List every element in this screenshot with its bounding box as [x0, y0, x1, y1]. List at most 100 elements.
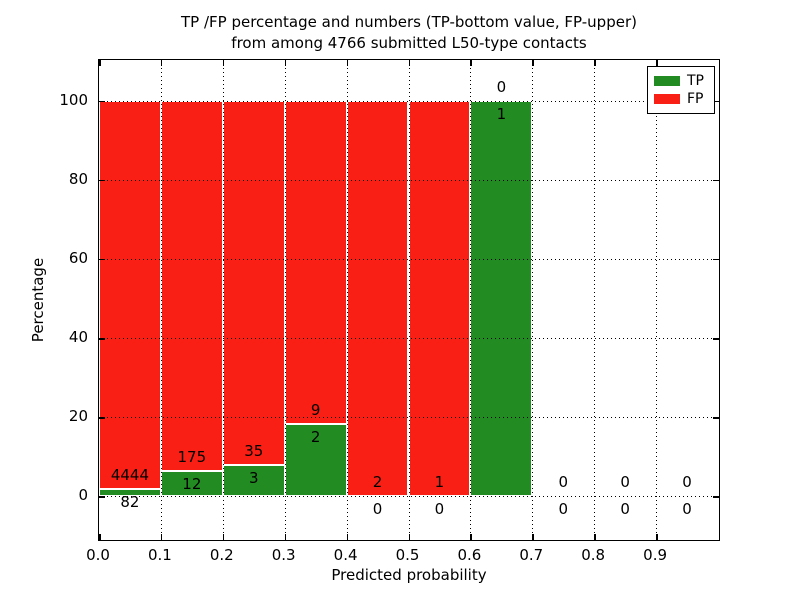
chart-title-line-1: TP /FP percentage and numbers (TP-bottom…	[181, 13, 637, 31]
fp-count-label: 0	[558, 473, 569, 492]
y-tick-left	[99, 496, 105, 498]
plot-area: 4444 82 175 12 35 3 9 2 2 0 1 0 0 1 0 0 0 0 0 0	[98, 59, 720, 541]
fp-count-label: 4444	[110, 466, 150, 485]
x-tick-top	[656, 60, 658, 66]
fp-count-label: 9	[310, 401, 321, 420]
fp-count-label: 0	[496, 77, 507, 96]
x-tick-bottom	[160, 534, 163, 540]
y-tick-label: 0	[78, 486, 88, 505]
x-tick-label: 0.6	[457, 546, 482, 564]
x-tick-top	[532, 60, 534, 66]
y-tick-left	[99, 338, 105, 340]
x-tick-label: 0.3	[271, 546, 296, 564]
tp-count-label: 0	[558, 500, 569, 519]
y-tick-label: 20	[68, 407, 88, 426]
fp-count-label: 1	[434, 473, 445, 492]
fp-count-label: 175	[177, 447, 207, 466]
x-tick-top	[470, 60, 472, 66]
x-tick-label: 0.1	[147, 546, 172, 564]
x-tick-bottom	[284, 534, 287, 540]
bar-segment-tp	[160, 470, 223, 497]
bar-segment-fp	[222, 100, 285, 466]
tp-count-label: 2	[310, 428, 321, 447]
x-tick-label: 0.7	[519, 546, 544, 564]
bar-segment-fp	[284, 100, 347, 425]
y-tick-left	[99, 258, 105, 261]
chart-title: TP /FP percentage and numbers (TP-bottom…	[98, 12, 720, 54]
x-tick-bottom	[222, 534, 225, 540]
bar-segment-fp	[160, 100, 223, 471]
x-tick-bottom	[594, 534, 596, 540]
y-tick-right	[713, 100, 719, 103]
tp-count-label: 82	[120, 493, 140, 512]
legend-swatch-fp-icon	[654, 94, 680, 105]
tp-count-label: 0	[682, 500, 692, 519]
y-tick-right	[713, 417, 719, 419]
grid-line-vertical	[346, 60, 348, 540]
bar-segment-tp	[284, 424, 347, 497]
grid-line-vertical	[594, 60, 596, 540]
fp-count-label: 2	[372, 473, 383, 492]
tp-count-label: 1	[496, 104, 507, 123]
fp-count-label: 0	[620, 473, 630, 492]
x-tick-top	[99, 60, 101, 66]
x-tick-label: 0.9	[643, 546, 668, 564]
tp-count-label: 0	[620, 500, 630, 519]
y-tick-label: 40	[68, 328, 88, 347]
grid-line-vertical	[284, 60, 286, 540]
y-tick-right	[713, 179, 719, 182]
x-tick-top	[160, 60, 163, 66]
grid-line-vertical	[470, 60, 472, 540]
x-tick-top	[284, 60, 287, 66]
legend-label-fp: FP	[687, 91, 704, 108]
bar-segment-fp	[408, 100, 471, 497]
chart-title-line-2: from among 4766 submitted L50-type conta…	[231, 34, 587, 52]
x-tick-label: 0.4	[333, 546, 358, 564]
x-tick-bottom	[470, 534, 472, 540]
tp-count-label: 3	[248, 469, 259, 488]
x-tick-label: 0.2	[209, 546, 234, 564]
tp-count-label: 0	[372, 500, 383, 519]
y-tick-left	[99, 417, 105, 419]
x-tick-bottom	[99, 534, 101, 540]
x-tick-label: 0.5	[395, 546, 420, 564]
y-tick-right	[713, 338, 719, 340]
fp-count-label: 35	[244, 442, 264, 461]
bar-segment-tp	[470, 100, 533, 497]
grid-line-vertical	[222, 60, 224, 540]
tp-count-label: 12	[182, 474, 202, 493]
x-tick-label: 0.8	[581, 546, 606, 564]
y-tick-right	[713, 258, 719, 261]
y-tick-label: 100	[59, 90, 88, 109]
x-tick-bottom	[408, 534, 410, 540]
x-tick-bottom	[656, 534, 658, 540]
bar-segment-fp	[346, 100, 409, 497]
x-tick-bottom	[532, 534, 534, 540]
legend-entry-tp: TP	[654, 74, 708, 88]
y-tick-label: 80	[68, 169, 88, 188]
tp-count-label: 0	[434, 500, 445, 519]
grid-line-vertical	[160, 60, 162, 540]
x-tick-bottom	[346, 534, 349, 540]
y-tick-right	[713, 496, 719, 498]
x-tick-top	[594, 60, 596, 66]
x-tick-top	[222, 60, 225, 66]
legend: TP FP	[647, 66, 715, 114]
legend-label-tp: TP	[687, 72, 704, 89]
y-tick-label: 60	[68, 248, 88, 267]
x-tick-label: 0.0	[86, 546, 110, 564]
legend-swatch-tp-icon	[654, 75, 680, 86]
plot-inner: 4444 82 175 12 35 3 9 2 2 0 1 0 0 1 0 0 0 0 0 0	[99, 60, 719, 540]
fp-count-label: 0	[682, 473, 692, 492]
bar-segment-tp	[99, 489, 161, 497]
y-tick-left	[99, 100, 105, 103]
x-tick-top	[408, 60, 410, 66]
bar-segment-fp	[99, 100, 161, 490]
grid-line-vertical	[532, 60, 534, 540]
x-tick-top	[346, 60, 349, 66]
grid-line-vertical	[408, 60, 410, 540]
legend-entry-fp: FP	[654, 92, 708, 106]
y-tick-left	[99, 179, 105, 182]
x-axis-label: Predicted probability	[331, 566, 487, 584]
